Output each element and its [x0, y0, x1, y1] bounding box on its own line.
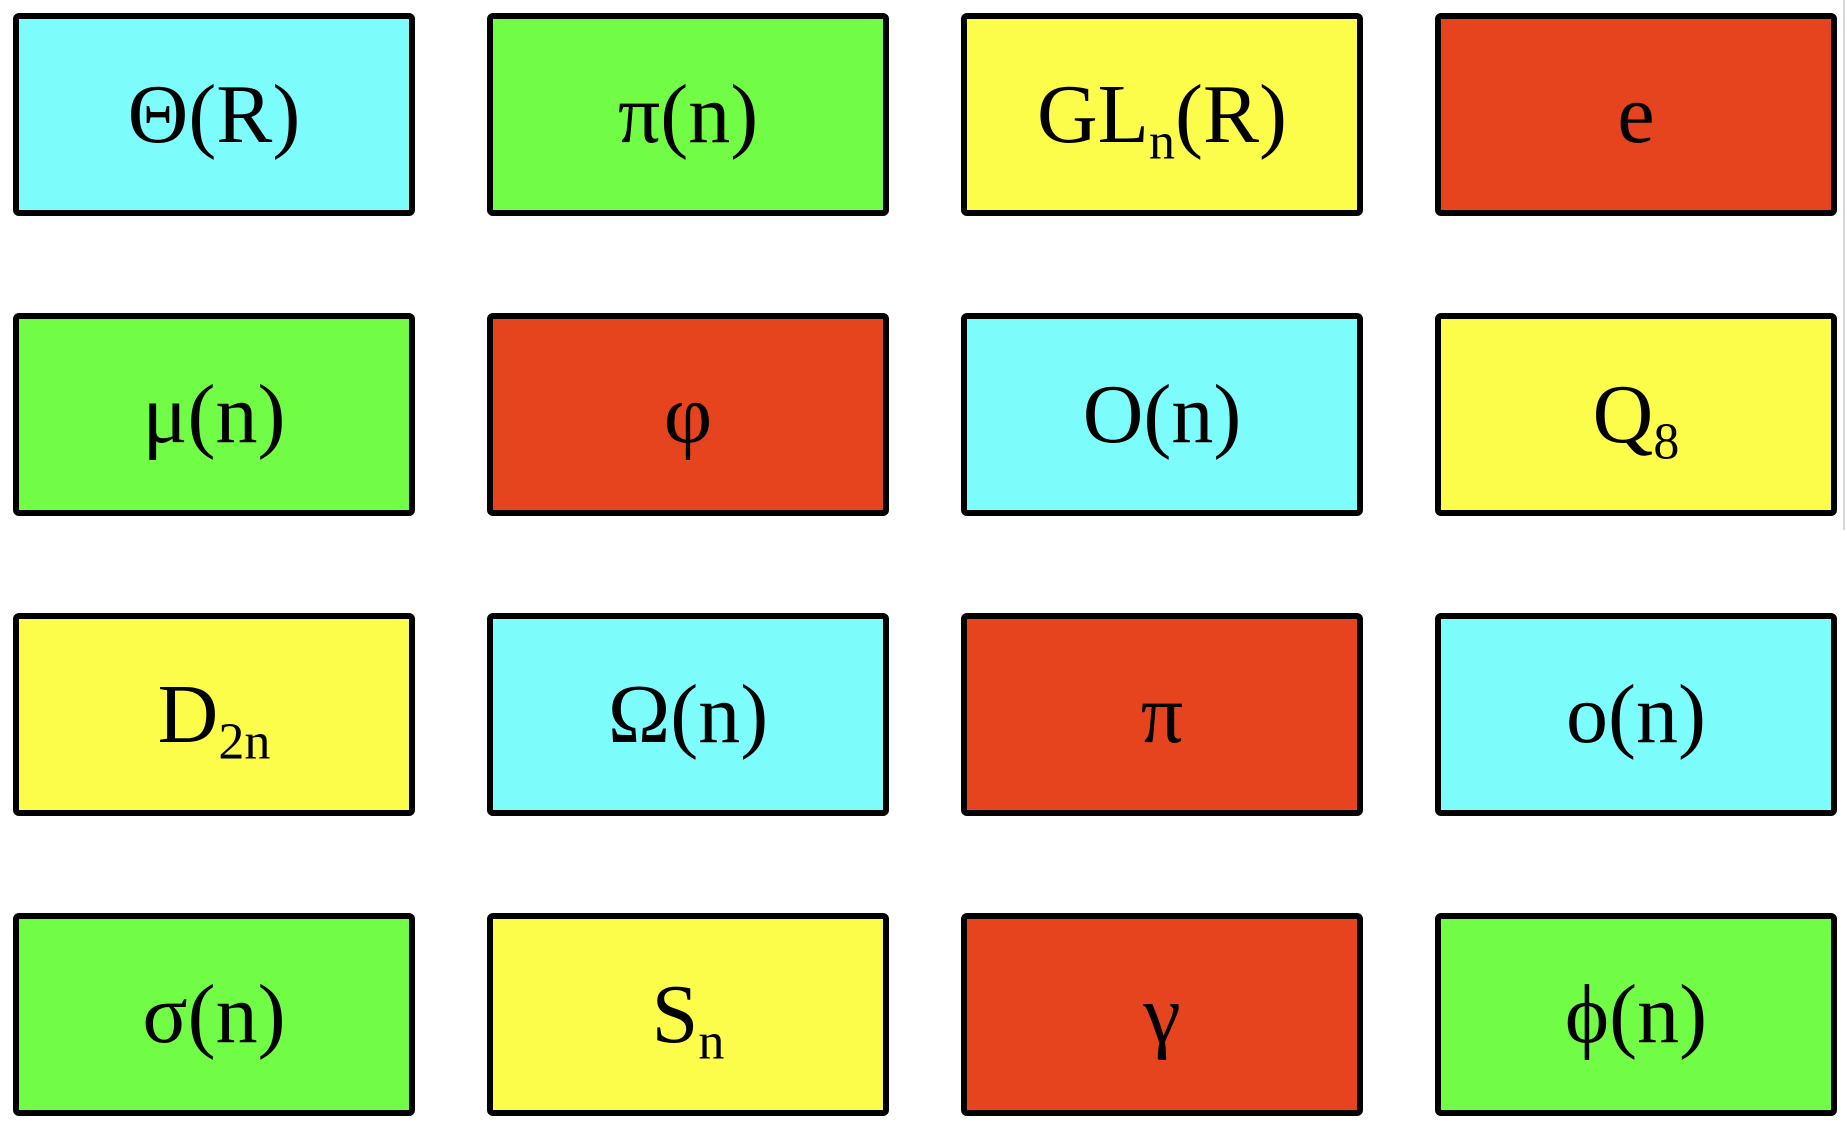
tile-14[interactable]: Sn	[487, 913, 889, 1116]
tile-8[interactable]: Q8	[1435, 313, 1837, 516]
tile-label: μ(n)	[142, 367, 286, 461]
tile-label: o(n)	[1566, 667, 1706, 761]
tile-label: π	[1140, 667, 1184, 761]
tile-label: GLn(R)	[1037, 67, 1287, 171]
tile-4[interactable]: e	[1435, 13, 1837, 216]
tile-label: ϕ(n)	[1564, 967, 1708, 1061]
tile-label: Ω(n)	[607, 667, 769, 761]
tile-label: γ	[1143, 967, 1181, 1061]
tile-10[interactable]: Ω(n)	[487, 613, 889, 816]
tile-label: φ	[663, 367, 713, 461]
tile-3[interactable]: GLn(R)	[961, 13, 1363, 216]
tile-label: Sn	[651, 967, 725, 1071]
tile-1[interactable]: Θ(R)	[13, 13, 415, 216]
tile-label: e	[1617, 67, 1655, 161]
tile-12[interactable]: o(n)	[1435, 613, 1837, 816]
tile-9[interactable]: D2n	[13, 613, 415, 816]
tile-15[interactable]: γ	[961, 913, 1363, 1116]
tile-label: Q8	[1592, 367, 1680, 471]
tile-16[interactable]: ϕ(n)	[1435, 913, 1837, 1116]
edge-divider	[1843, 0, 1845, 530]
tile-label: O(n)	[1082, 367, 1242, 461]
tile-label: D2n	[157, 667, 271, 771]
tile-13[interactable]: σ(n)	[13, 913, 415, 1116]
tile-2[interactable]: π(n)	[487, 13, 889, 216]
tile-5[interactable]: μ(n)	[13, 313, 415, 516]
tile-label: σ(n)	[142, 967, 286, 1061]
tile-11[interactable]: π	[961, 613, 1363, 816]
tile-7[interactable]: O(n)	[961, 313, 1363, 516]
tile-6[interactable]: φ	[487, 313, 889, 516]
tile-label: Θ(R)	[127, 67, 301, 161]
tile-label: π(n)	[617, 67, 759, 161]
